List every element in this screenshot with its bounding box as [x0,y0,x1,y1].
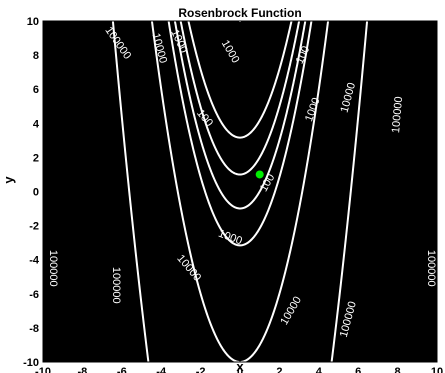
y-tick-label: 8 [33,50,39,62]
contour-label: 100000 [110,267,122,304]
y-tick-label: -2 [29,221,39,233]
x-tick-label: 8 [395,366,401,373]
x-tick-label: 10 [431,366,443,373]
contour-label: 100000 [390,96,405,134]
x-tick-label: 6 [355,366,361,373]
x-tick-label: -8 [78,366,88,373]
y-tick-label: -10 [23,357,39,369]
y-tick-label: -4 [29,255,40,267]
y-tick-label: 4 [33,118,40,130]
contour-label: 100000 [425,250,437,287]
x-tick-label: 2 [276,366,282,373]
x-axis-ticks: -10 -8 -6 -4 -2 0 2 4 6 8 10 [35,358,443,373]
y-tick-label: -6 [29,289,39,301]
x-tick-label: 0 [237,366,243,373]
marker-layer [255,170,264,179]
y-axis-ticks: -10 -8 -6 -4 -2 0 2 4 6 8 10 [23,16,47,369]
x-tick-label: -2 [196,366,206,373]
chart-title: Rosenbrock Function [178,6,301,20]
contour-line-100000 [111,20,369,363]
x-tick-label: 4 [316,366,323,373]
x-axis-label: x [236,359,244,373]
x-tick-label: -10 [35,366,51,373]
x-tick-label: -6 [117,366,127,373]
contour-label: 100000 [47,250,59,287]
y-tick-label: 0 [33,187,39,199]
contour-line-1000 [167,20,313,247]
y-axis-label: y [1,176,16,184]
contour-line-100 [173,20,307,210]
minimum-marker [255,170,264,179]
y-tick-label: 10 [27,16,39,28]
contour-lines [111,20,369,363]
contour-line-10000 [150,20,330,363]
y-tick-label: -8 [29,323,39,335]
x-tick-label: -4 [156,366,167,373]
plot-background [43,21,437,362]
y-tick-label: 2 [33,152,39,164]
y-tick-label: 6 [33,84,39,96]
